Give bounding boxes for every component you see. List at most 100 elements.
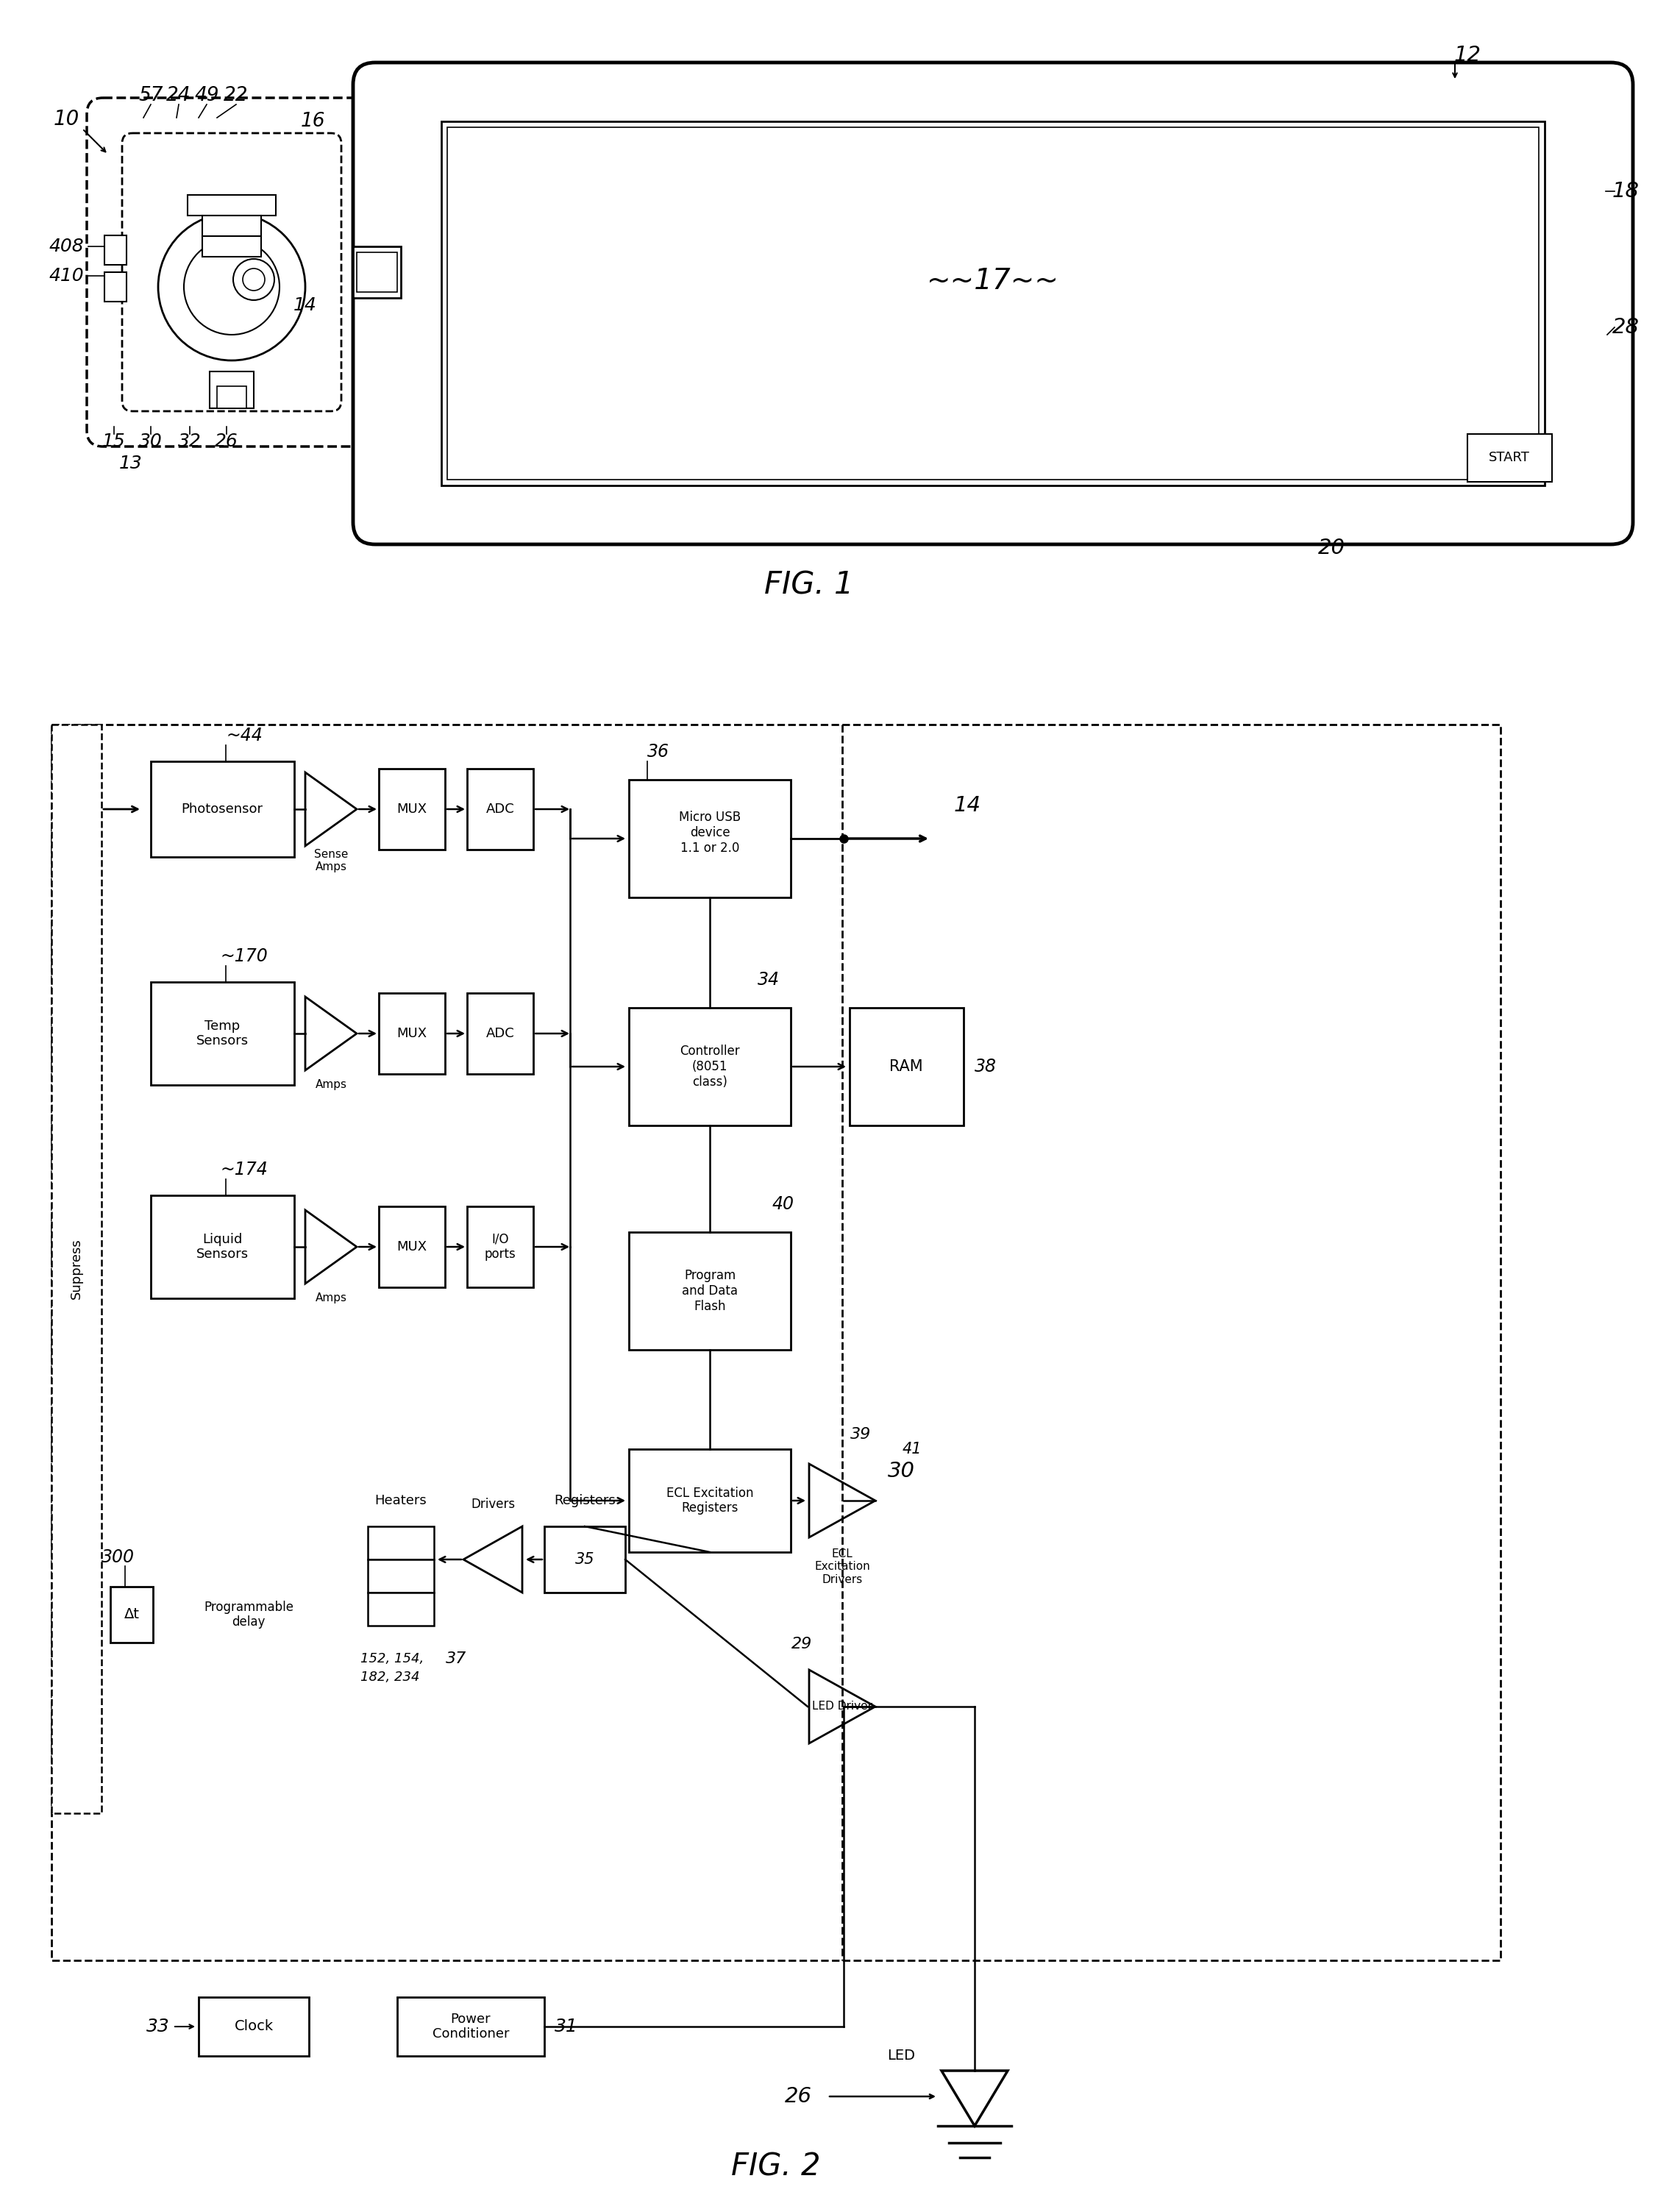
Text: LED: LED [887,2050,916,2063]
Bar [202,216,260,236]
Text: FIG. 1: FIG. 1 [764,570,853,601]
Text: 13: 13 [119,455,143,473]
Text: 33: 33 [146,2017,170,2034]
Text: Micro USB
device
1.1 or 2.0: Micro USB device 1.1 or 2.0 [679,811,741,855]
Text: Temp
Sensors: Temp Sensors [197,1018,249,1047]
Text: 41: 41 [902,1442,922,1456]
Text: 38: 38 [974,1058,996,1076]
Text: START: START [1488,451,1530,464]
Text: ADC: ADC [486,1027,514,1040]
Text: 26: 26 [215,433,239,451]
Bar [442,121,1544,486]
Text: 39: 39 [850,1427,870,1442]
Text: 300: 300 [101,1549,134,1566]
Text: 18: 18 [1613,181,1640,201]
Bar [198,1997,309,2057]
Text: Clock: Clock [234,2019,274,2034]
Text: 14: 14 [294,296,318,314]
Bar [356,252,396,292]
Text: 152, 154,: 152, 154, [361,1652,423,1666]
Bar [151,762,294,857]
Text: Amps: Amps [316,1080,346,1091]
Bar [544,1526,625,1593]
Text: ~~17~~: ~~17~~ [927,267,1058,296]
Text: MUX: MUX [396,1027,427,1040]
Bar [378,769,445,850]
Text: ~170: ~170 [220,948,269,965]
Text: 30: 30 [887,1460,914,1482]
FancyBboxPatch shape [353,62,1633,543]
Text: 10: 10 [54,108,79,130]
Text: RAM: RAM [889,1060,922,1074]
Text: Photosensor: Photosensor [181,802,264,815]
Bar [378,994,445,1074]
Text: 12: 12 [1453,44,1482,66]
Text: MUX: MUX [396,802,427,815]
Text: Liquid
Sensors: Liquid Sensors [197,1233,249,1261]
Bar [210,371,254,409]
Text: 14: 14 [954,795,981,815]
Bar [850,1007,964,1124]
Text: 57: 57 [138,86,163,106]
Text: 30: 30 [139,433,163,451]
Bar [628,1007,791,1124]
Text: ~174: ~174 [220,1160,269,1177]
Text: ADC: ADC [486,802,514,815]
Text: 37: 37 [445,1652,467,1666]
Text: Heaters: Heaters [375,1493,427,1507]
Text: ECL Excitation
Registers: ECL Excitation Registers [667,1487,753,1515]
Bar [628,1449,791,1553]
Bar [628,1233,791,1350]
Bar [52,725,101,1814]
Bar [1467,433,1552,482]
Bar [188,194,276,216]
Bar [447,128,1539,479]
Text: 29: 29 [791,1637,811,1652]
Text: 24: 24 [166,86,192,106]
Text: Δt: Δt [124,1608,139,1621]
Text: 26: 26 [785,2085,811,2107]
Text: 32: 32 [178,433,202,451]
Text: 34: 34 [758,972,780,990]
Text: 16: 16 [301,113,324,130]
Bar [378,1206,445,1288]
Text: Programmable
delay: Programmable delay [203,1599,294,1628]
Text: 49: 49 [195,86,218,106]
Text: Registers: Registers [554,1493,615,1507]
Text: Sense
Amps: Sense Amps [314,848,348,873]
Bar [217,387,247,409]
Text: Suppress: Suppress [71,1239,82,1299]
Bar [104,272,126,303]
Bar [628,780,791,897]
Text: MUX: MUX [396,1239,427,1253]
Text: 36: 36 [647,742,669,760]
Text: 40: 40 [773,1195,795,1213]
Bar [368,1526,433,1560]
Text: 35: 35 [575,1553,595,1566]
Text: 31: 31 [554,2017,578,2034]
Bar [202,236,260,256]
Bar [396,1997,544,2057]
Text: Amps: Amps [316,1292,346,1303]
Text: Drivers: Drivers [470,1498,516,1511]
Text: Controller
(8051
class): Controller (8051 class) [680,1045,739,1089]
FancyBboxPatch shape [123,133,341,411]
Text: LED Driver: LED Driver [811,1701,872,1712]
Text: Program
and Data
Flash: Program and Data Flash [682,1268,738,1312]
Bar [151,983,294,1085]
Text: ECL
Excitation
Drivers: ECL Excitation Drivers [815,1549,870,1586]
Text: Power
Conditioner: Power Conditioner [432,2012,509,2041]
Text: 408: 408 [49,239,84,256]
Bar [368,1593,433,1626]
Bar [104,236,126,265]
Text: 20: 20 [1317,537,1346,559]
Text: 28: 28 [1613,318,1640,338]
Bar [52,725,1500,1959]
FancyBboxPatch shape [87,97,376,446]
Text: ~44: ~44 [225,727,262,744]
Bar [467,769,533,850]
Text: FIG. 2: FIG. 2 [731,2152,822,2182]
Text: I/O
ports: I/O ports [484,1233,516,1261]
Bar [151,1195,294,1299]
Text: 410: 410 [49,267,84,285]
